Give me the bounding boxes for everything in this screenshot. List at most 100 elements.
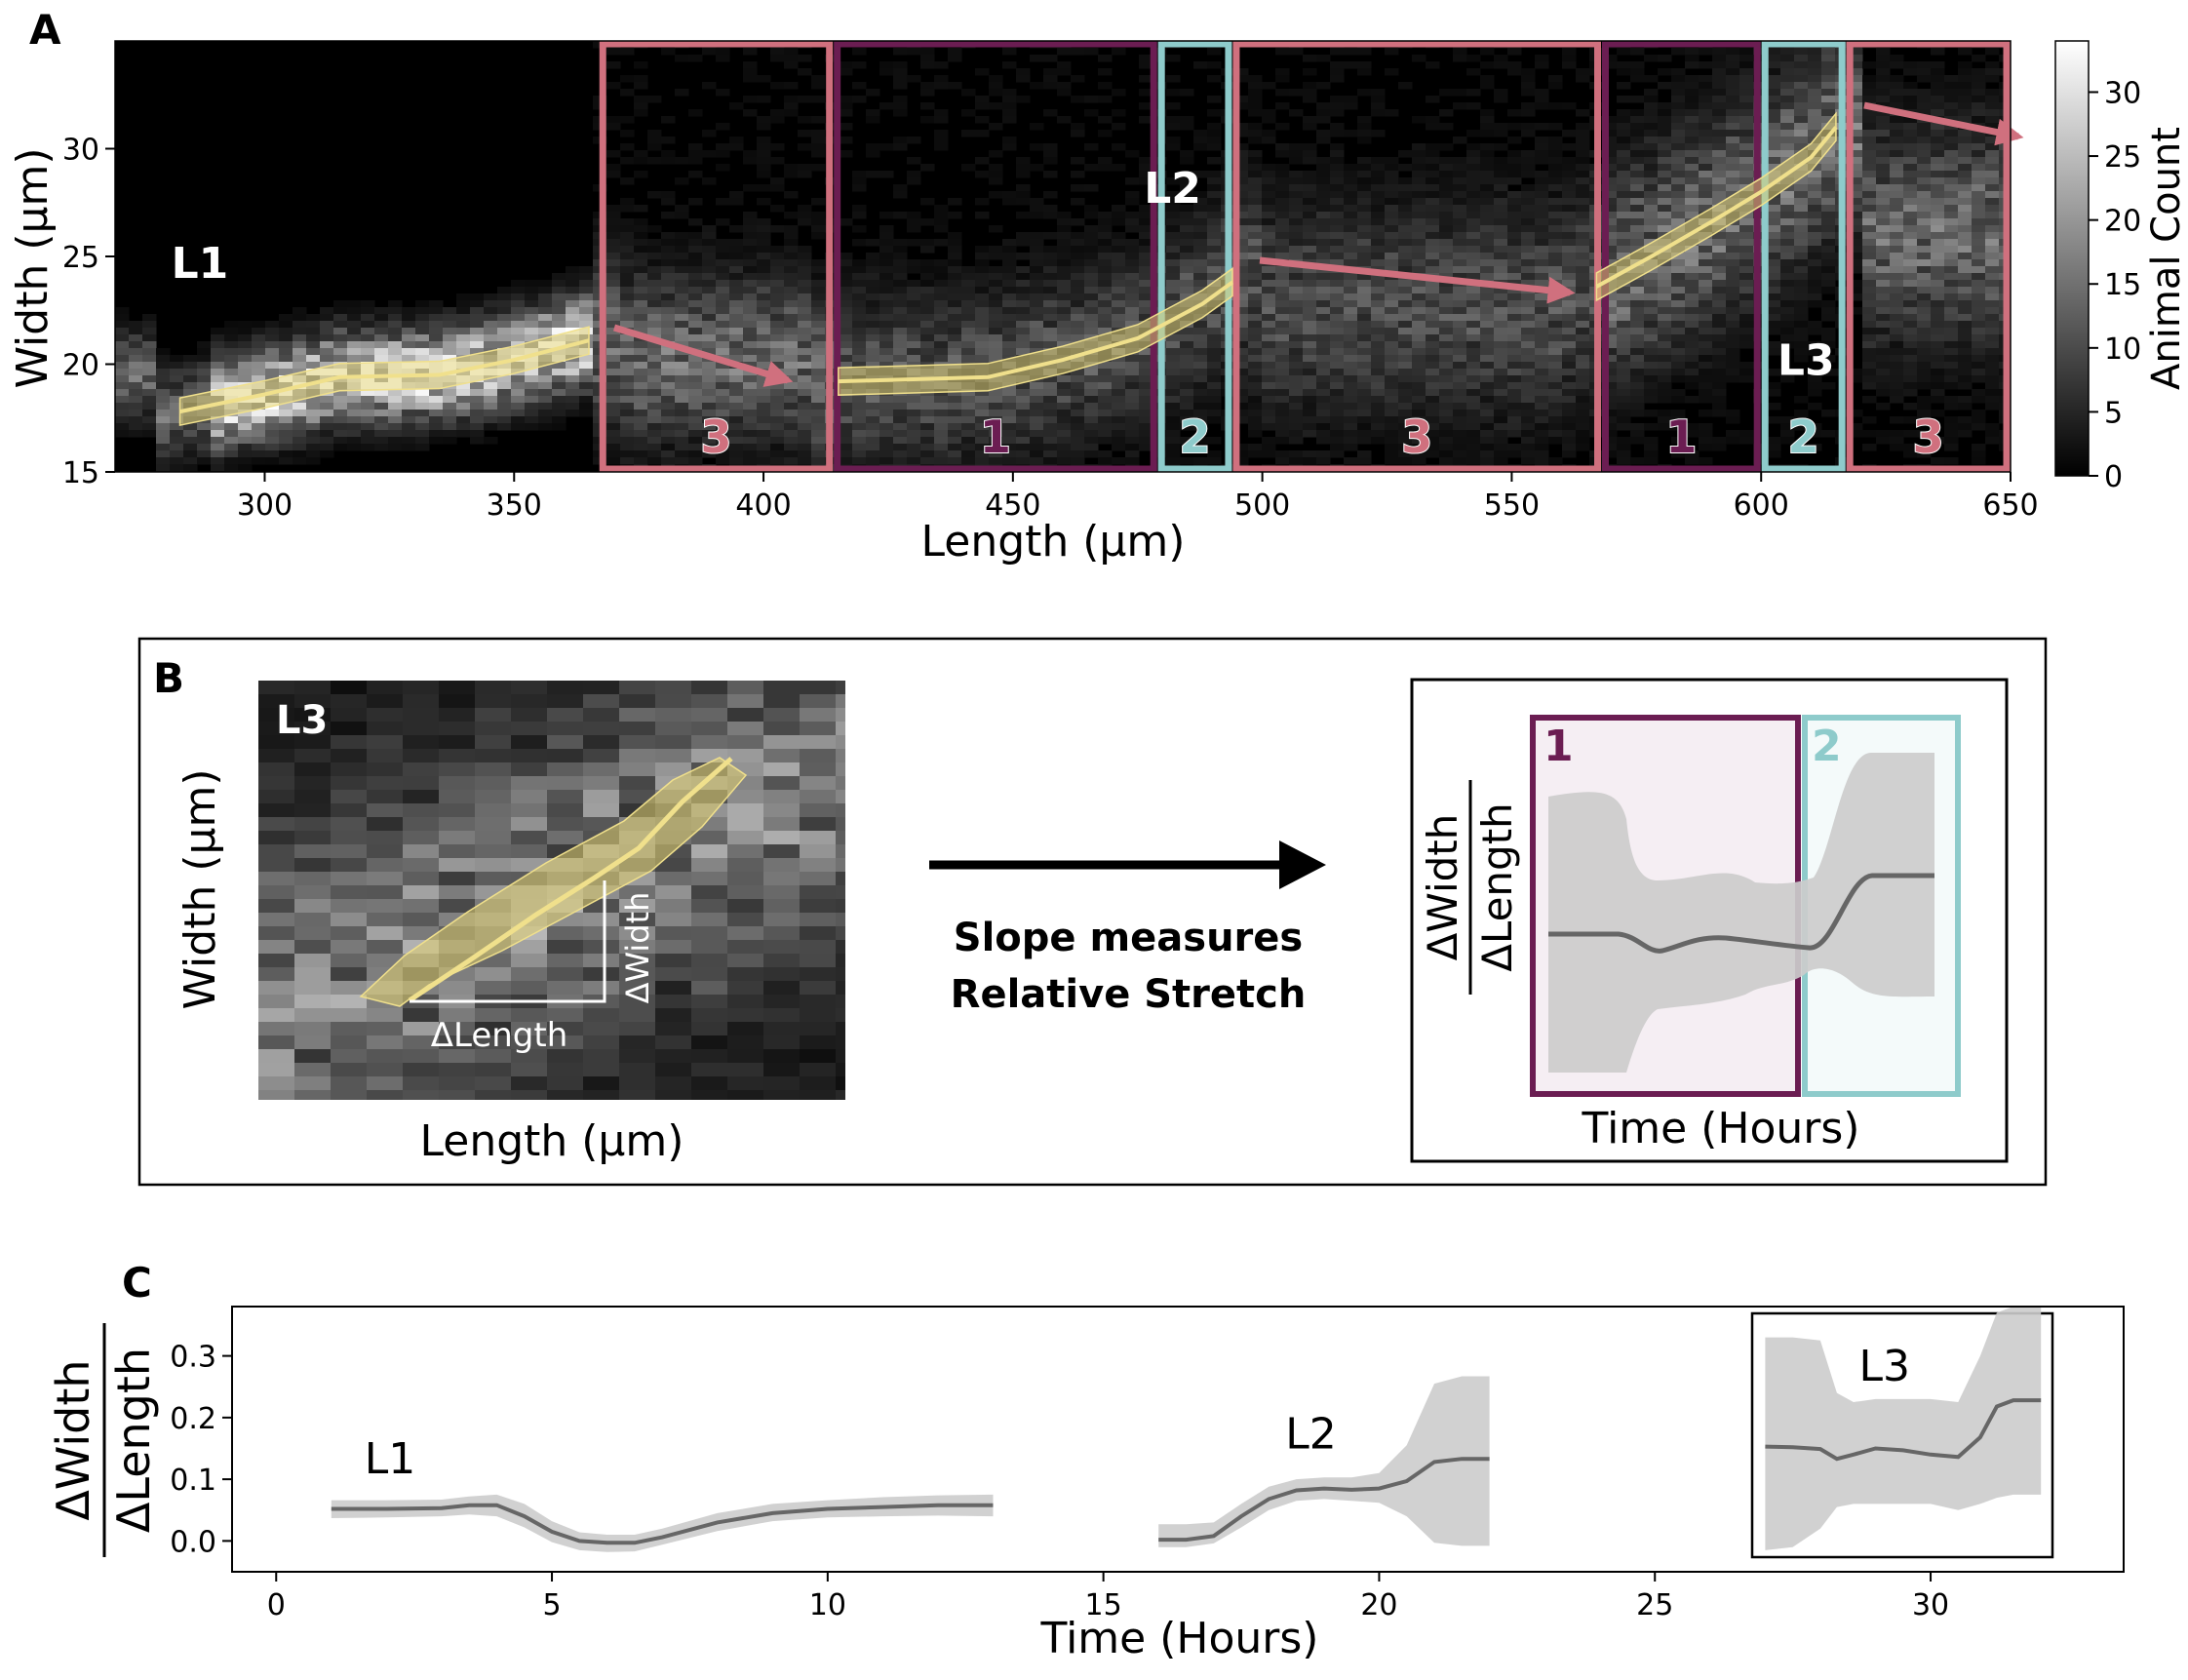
heatmap-cell xyxy=(634,109,648,117)
heatmap-cell xyxy=(1699,137,1713,144)
heatmap-cell xyxy=(1576,184,1590,192)
heatmap-cell xyxy=(1357,369,1372,376)
heatmap-cell xyxy=(770,416,785,424)
heatmap-cell xyxy=(1125,444,1140,451)
heatmap-cell xyxy=(1658,150,1672,158)
heatmap-cell xyxy=(1262,444,1276,451)
heatmap-cell xyxy=(716,430,730,438)
heatmap-cell xyxy=(1780,259,1795,267)
heatmap-cell xyxy=(620,444,635,451)
heatmap-cell xyxy=(893,48,908,56)
heatmap-cell xyxy=(1357,137,1372,144)
heatmap-cell xyxy=(1699,143,1713,151)
heatmap-cell xyxy=(1658,348,1672,356)
heatmap-cell xyxy=(688,300,703,308)
heatmap-cell xyxy=(1521,437,1536,445)
heatmap-cell xyxy=(1562,164,1577,172)
heatmap-cell xyxy=(1234,266,1249,274)
heatmap-cell xyxy=(1685,382,1700,390)
heatmap-cell xyxy=(1603,164,1618,172)
heatmap-cell xyxy=(634,410,648,417)
heatmap-cell xyxy=(1385,334,1399,342)
heatmap-cell xyxy=(729,328,744,335)
heatmap-cell xyxy=(1658,300,1672,308)
heatmap-cell xyxy=(675,259,689,267)
heatmap-cell xyxy=(1671,266,1686,274)
heatmap-cell xyxy=(1426,164,1440,172)
heatmap-cell xyxy=(1453,382,1467,390)
heatmap-cell xyxy=(934,341,949,349)
heatmap-cell xyxy=(1685,96,1700,103)
heatmap-cell xyxy=(1043,287,1058,294)
heatmap-cell xyxy=(798,212,812,219)
heatmap-cell xyxy=(1726,150,1740,158)
heatmap-cell xyxy=(1275,48,1290,56)
heatmap-cell xyxy=(1002,430,1017,438)
heatmap-cell xyxy=(1466,437,1481,445)
heatmap-cell xyxy=(1412,389,1426,397)
heatmap-cell xyxy=(525,423,539,431)
heatmap-cell xyxy=(1071,328,1085,335)
heatmap-cell xyxy=(224,444,239,451)
heatmap-cell xyxy=(1398,382,1413,390)
heatmap-cell xyxy=(811,314,826,322)
heatmap-cell xyxy=(1466,375,1481,383)
heatmap-cell xyxy=(989,246,1003,254)
heatmap-cell xyxy=(907,225,921,233)
heatmap-cell xyxy=(948,450,962,458)
heatmap-cell xyxy=(1207,232,1222,240)
heatmap-cell xyxy=(729,102,744,110)
heatmap-cell xyxy=(1644,280,1659,288)
heatmap-cell xyxy=(1494,293,1508,301)
heatmap-cell xyxy=(497,334,512,342)
heatmap-cell xyxy=(784,369,799,376)
heatmap-cell xyxy=(1780,321,1795,329)
heatmap-cell xyxy=(852,362,867,370)
heatmap-cell xyxy=(1357,362,1372,370)
heatmap-cell xyxy=(647,416,662,424)
heatmap-cell xyxy=(1125,369,1140,376)
heatmap-cell xyxy=(1630,212,1645,219)
heatmap-cell xyxy=(879,287,894,294)
heatmap-cell xyxy=(1344,444,1358,451)
heatmap-cell xyxy=(1439,382,1454,390)
heatmap-cell xyxy=(415,430,430,438)
heatmap-cell xyxy=(306,403,321,410)
heatmap-cell xyxy=(1562,239,1577,247)
heatmap-cell xyxy=(1330,328,1345,335)
heatmap-cell xyxy=(770,389,785,397)
heatmap-cell xyxy=(606,375,621,383)
heatmap-cell xyxy=(1166,348,1181,356)
heatmap-cell xyxy=(1685,450,1700,458)
heatmap-cell xyxy=(716,150,730,158)
heatmap-cell xyxy=(443,314,457,322)
heatmap-cell xyxy=(470,382,485,390)
heatmap-cell xyxy=(1521,423,1536,431)
heatmap-cell xyxy=(1521,450,1536,458)
heatmap-cell xyxy=(456,321,471,329)
heatmap-cell xyxy=(1603,150,1618,158)
heatmap-cell xyxy=(866,396,880,404)
heatmap-cell xyxy=(1576,300,1590,308)
heatmap-cell xyxy=(647,246,662,254)
heatmap-cell xyxy=(1180,184,1194,192)
heatmap-cell xyxy=(538,403,553,410)
heatmap-cell xyxy=(1630,300,1645,308)
heatmap-cell xyxy=(1275,191,1290,199)
heatmap-cell xyxy=(1112,164,1126,172)
heatmap-cell xyxy=(1576,321,1590,329)
heatmap-cell xyxy=(961,423,976,431)
heatmap-cell xyxy=(1289,389,1304,397)
heatmap-cell xyxy=(1043,403,1058,410)
heatmap-cell xyxy=(866,280,880,288)
heatmap-cell xyxy=(1098,280,1113,288)
heatmap-cell xyxy=(1726,164,1740,172)
heatmap-cell xyxy=(784,300,799,308)
heatmap-cell xyxy=(1426,423,1440,431)
heatmap-cell xyxy=(1603,205,1618,213)
heatmap-cell xyxy=(743,184,758,192)
heatmap-cell xyxy=(1385,205,1399,213)
heatmap-cell xyxy=(1630,382,1645,390)
heatmap-cell xyxy=(907,171,921,178)
heatmap-cell xyxy=(374,410,389,417)
